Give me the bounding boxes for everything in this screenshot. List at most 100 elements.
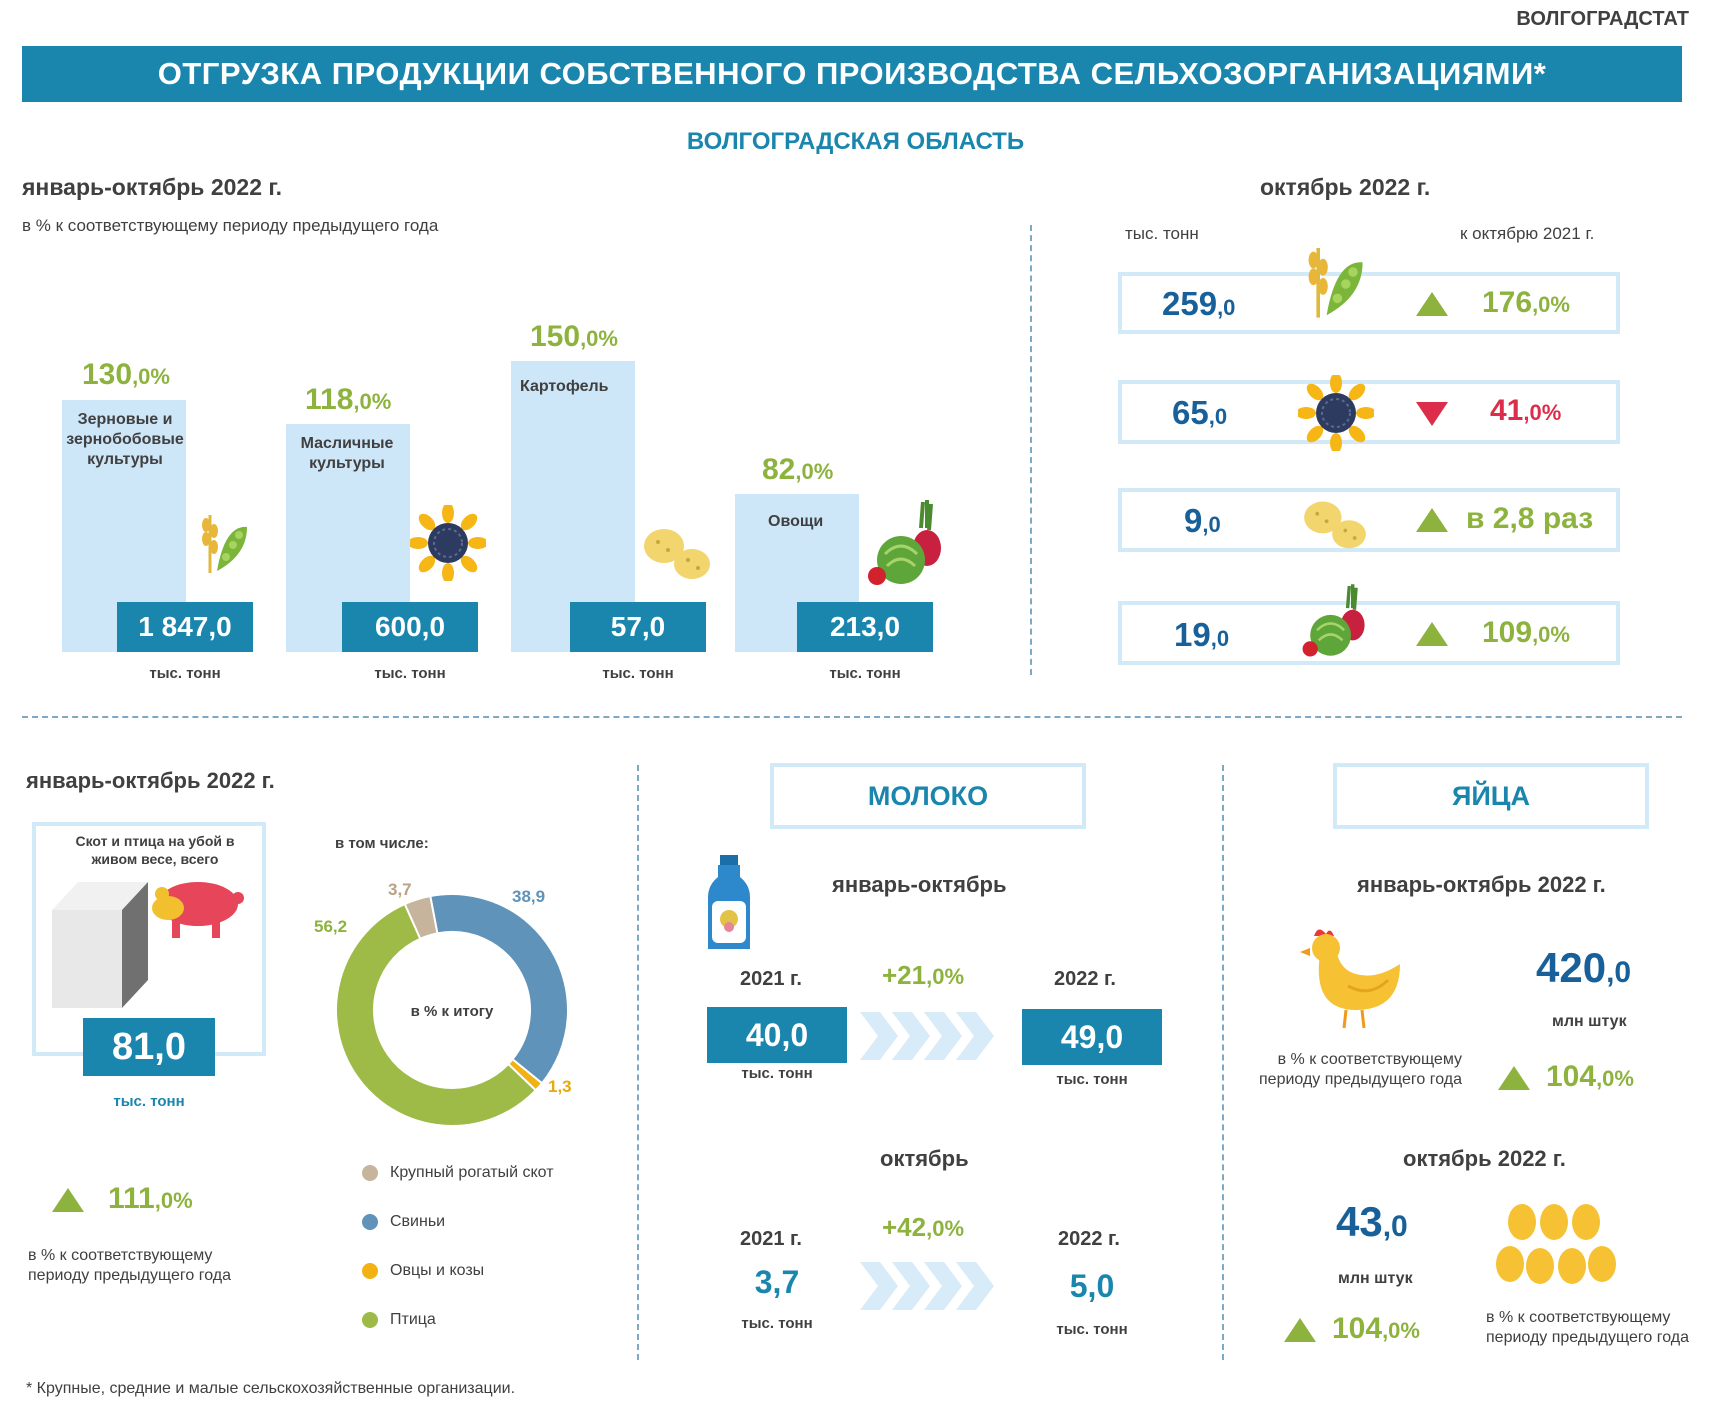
value-box: 600,0 [342, 602, 478, 652]
source-label: ВОЛГОГРАДСТАТ [1516, 8, 1689, 30]
bar-label: Зерновые и зернобобовые культуры [66, 411, 184, 468]
row-change: 109,0% [1482, 616, 1570, 649]
row-value: 19,0 [1174, 616, 1230, 653]
footnote: * Крупные, средние и малые сельскохозяйс… [26, 1380, 516, 1397]
row-change: 176,0% [1482, 286, 1570, 319]
eggs-oct-note: в % к соответствующему периоду предыдуще… [1486, 1309, 1689, 1346]
october-row [1118, 272, 1620, 334]
october-unit-label: тыс. тонн [1125, 224, 1199, 243]
donut-slice [335, 902, 538, 1127]
value-box: 213,0 [797, 602, 933, 652]
chevrons-arrow [860, 1012, 996, 1065]
slice-label-sheep: 1,3 [548, 1077, 572, 1096]
legend-swatch [362, 1213, 378, 1230]
region-title: ВОЛГОГРАДСКАЯ ОБЛАСТЬ [686, 128, 1025, 155]
chevrons-arrow [860, 1262, 996, 1315]
slice-label-pigs: 38,9 [512, 887, 545, 906]
row-value: 259,0 [1162, 285, 1236, 322]
slice-label-cattle: 3,7 [388, 880, 412, 899]
page-title: ОТГРУЗКА ПРОДУКЦИИ СОБСТВЕННОГО ПРОИЗВОД… [22, 46, 1682, 102]
ytd-subtitle: в % к соответствующему периоду предыдуще… [22, 216, 439, 235]
divider [22, 716, 1682, 718]
bar-label: Овощи [768, 513, 824, 530]
eggs-ytd-note: в % к соответствующему периоду предыдуще… [1259, 1051, 1462, 1088]
divider [1222, 765, 1224, 1360]
livestock-period: январь-октябрь 2022 г. [26, 768, 275, 793]
legend-item: Крупный рогатый скот [362, 1164, 554, 1182]
row-value: 65,0 [1172, 394, 1228, 431]
october-row [1118, 601, 1620, 665]
value-box: 57,0 [570, 602, 706, 652]
milk-ytd-label: январь-октябрь [832, 872, 1007, 897]
livestock-change: 111,0% [108, 1182, 193, 1215]
pct-label: 82,0% [762, 453, 834, 486]
livestock-change-note: в % к соответствующему периоду предыдуще… [28, 1247, 231, 1284]
row-change: 41,0% [1490, 394, 1562, 427]
eggs-oct-period: октябрь 2022 г. [1403, 1146, 1566, 1171]
chicken-icon [1296, 920, 1408, 1035]
eggs-title: ЯЙЦА [1333, 763, 1649, 829]
sunflower-icon [1296, 373, 1376, 456]
divider [637, 765, 639, 1360]
ytd-period: январь-октябрь 2022 г. [22, 174, 283, 200]
down-triangle-icon [1416, 402, 1448, 426]
milk-oct-cur-value: 5,0 [1069, 1268, 1115, 1304]
livestock-icon [52, 872, 244, 1021]
milk-unit: тыс. тонн [1056, 1071, 1128, 1088]
donut-slice [429, 893, 569, 1085]
divider [1030, 225, 1032, 675]
up-triangle-icon [1416, 622, 1448, 646]
legend-item: Овцы и козы [362, 1262, 484, 1280]
october-period: октябрь 2022 г. [1260, 174, 1431, 200]
up-triangle-icon [1416, 508, 1448, 532]
livestock-value: 81,0 [83, 1018, 215, 1076]
potato-icon [640, 522, 714, 589]
vegetables-icon [1300, 582, 1368, 663]
eggs-oct-change: 104,0% [1332, 1312, 1420, 1345]
legend-swatch [362, 1311, 378, 1328]
wheat-pea-icon [1300, 236, 1370, 325]
unit-label: тыс. тонн [374, 665, 446, 682]
livestock-box-title: Скот и птица на убой в живом весе, всего [75, 833, 235, 867]
donut-chart: в % к итогу 3,7 38,9 1,3 56,2 [314, 880, 572, 1127]
milk-year-prev: 2021 г. [740, 968, 802, 990]
october-compare-label: к октябрю 2021 г. [1460, 224, 1595, 243]
legend-item: Свиньи [362, 1213, 445, 1231]
row-change: в 2,8 раз [1466, 502, 1594, 535]
potato-icon [1300, 495, 1370, 558]
legend-swatch [362, 1164, 378, 1181]
unit-label: тыс. тонн [149, 665, 221, 682]
milk-unit: тыс. тонн [741, 1065, 813, 1082]
eggs-unit: млн штук [1552, 1013, 1627, 1030]
bar-label: Картофель [520, 378, 609, 395]
up-triangle-icon [1284, 1318, 1316, 1342]
livestock-unit: тыс. тонн [113, 1093, 185, 1110]
october-row [1118, 488, 1620, 552]
eggs-ytd-value: 420,0 [1536, 944, 1632, 991]
milk-ytd-cur-value: 49,0 [1022, 1009, 1162, 1065]
milk-oct-label: октябрь [880, 1146, 969, 1171]
milk-title: МОЛОКО [770, 763, 1086, 829]
eggs-oct-value: 43,0 [1336, 1198, 1408, 1245]
pct-label: 150,0% [530, 320, 618, 353]
pct-label: 118,0% [305, 383, 392, 416]
unit-label: тыс. тонн [829, 665, 901, 682]
vegetables-icon [865, 498, 945, 591]
value-box: 1 847,0 [117, 602, 253, 652]
up-triangle-icon [1498, 1066, 1530, 1090]
milk-unit: тыс. тонн [1056, 1321, 1128, 1338]
milk-oct-prev-value: 3,7 [754, 1264, 800, 1300]
milk-unit: тыс. тонн [741, 1315, 813, 1332]
pct-label: 130,0% [82, 358, 170, 391]
row-value: 9,0 [1184, 502, 1221, 539]
donut-center-label: в % к итогу [411, 1003, 494, 1020]
milk-year-cur: 2022 г. [1058, 1228, 1120, 1250]
incl-label: в том числе: [335, 835, 429, 852]
milk-bottle-icon [706, 855, 752, 956]
october-row [1118, 380, 1620, 444]
milk-ytd-change: +21,0% [882, 960, 965, 990]
milk-year-prev: 2021 г. [740, 1228, 802, 1250]
sunflower-icon [408, 503, 488, 586]
slice-label-poultry: 56,2 [314, 917, 347, 936]
wheat-pea-icon [195, 505, 253, 580]
